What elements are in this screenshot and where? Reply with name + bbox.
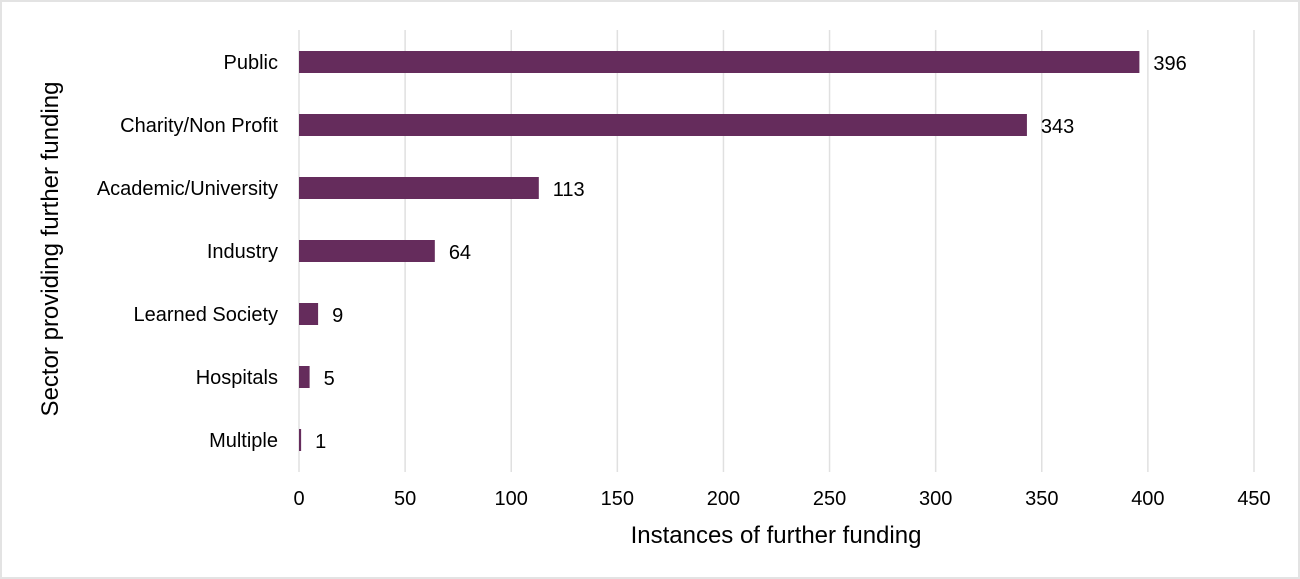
bars	[299, 51, 1140, 451]
data-label: 343	[1041, 116, 1074, 138]
y-axis-title: Sector providing further funding	[37, 82, 64, 417]
data-label: 64	[449, 242, 471, 264]
data-label: 9	[332, 305, 343, 327]
x-tick-label: 100	[495, 488, 528, 510]
data-label: 113	[553, 179, 585, 201]
x-tick-label: 350	[1025, 488, 1058, 510]
bar	[299, 177, 539, 199]
x-axis-title: Instances of further funding	[631, 522, 922, 549]
category-label: Public	[224, 52, 278, 74]
x-tick-label: 300	[919, 488, 952, 510]
bar	[299, 303, 319, 325]
category-labels: Public Charity/Non Profit Academic/Univers…	[97, 52, 279, 452]
x-tick-label: 400	[1131, 488, 1164, 510]
x-tick-label: 200	[707, 488, 740, 510]
data-label: 1	[315, 431, 326, 453]
category-label: Learned Society	[133, 304, 278, 326]
category-label: Hospitals	[196, 367, 278, 389]
x-tick-label: 50	[394, 488, 416, 510]
category-label: Industry	[207, 241, 278, 263]
x-tick-label: 450	[1237, 488, 1270, 510]
category-label: Academic/University	[97, 178, 278, 200]
data-label: 5	[324, 368, 335, 390]
bar	[299, 429, 302, 451]
x-tick-label: 250	[813, 488, 846, 510]
x-tick-labels: 0 50 100 150 200 250 300 350 400 450	[293, 488, 1270, 510]
data-labels: 396 343 113 64 9 5 1	[315, 53, 1187, 453]
bar	[299, 366, 310, 388]
category-label: Charity/Non Profit	[120, 115, 278, 137]
gridlines	[298, 30, 1255, 472]
x-tick-label: 0	[293, 488, 304, 510]
bar	[299, 240, 435, 262]
bar	[299, 114, 1027, 136]
x-tick-label: 150	[601, 488, 634, 510]
bar	[299, 51, 1140, 73]
data-label: 396	[1153, 53, 1186, 75]
category-label: Multiple	[209, 430, 278, 452]
